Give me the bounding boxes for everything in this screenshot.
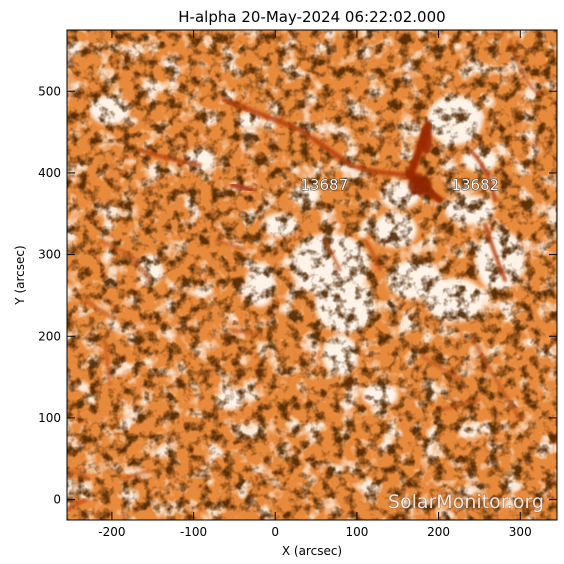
image-title: H-alpha 20-May-2024 06:22:02.000: [178, 8, 445, 26]
region-labels: 13687 13682: [300, 176, 500, 195]
fibril-streaks: [69, 238, 522, 482]
y-tick-label: 500: [38, 84, 61, 98]
y-tick-label: 100: [38, 411, 61, 425]
x-tick-label: 0: [271, 525, 279, 539]
y-tick-label: 300: [38, 248, 61, 262]
halpha-image: [67, 30, 557, 520]
plot-frame: [66, 29, 558, 521]
y-tick-label: 400: [38, 166, 61, 180]
region-label-13682: 13682: [451, 176, 499, 194]
x-tick-label: 300: [509, 525, 532, 539]
y-tick-label: 200: [38, 329, 61, 343]
y-axis-ticks: 0 100 200 300 400 500: [38, 84, 557, 507]
x-axis-title: X (arcsec): [282, 544, 342, 558]
dark-mottles: [67, 30, 557, 520]
x-tick-label: 100: [345, 525, 368, 539]
active-region-core: [408, 126, 432, 195]
watermark: SolarMonitor.org: [388, 491, 544, 513]
region-label-13687: 13687: [300, 176, 348, 194]
y-tick-label: 0: [53, 493, 61, 507]
x-tick-label: -200: [98, 525, 125, 539]
x-tick-label: 200: [427, 525, 450, 539]
x-tick-label: -100: [180, 525, 207, 539]
x-axis-ticks: -200 -100 0 100 200 300: [98, 30, 532, 539]
y-axis-title: Y (arcsec): [13, 245, 27, 305]
